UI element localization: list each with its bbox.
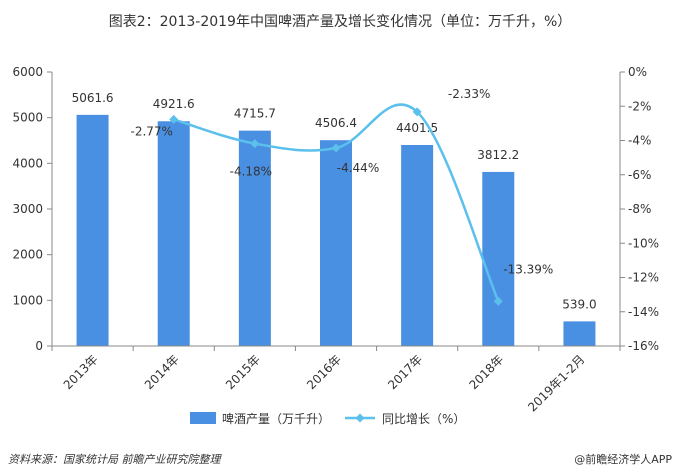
right-tick-label: 0%: [628, 65, 647, 79]
line-point: [250, 139, 260, 149]
bar: [157, 121, 190, 346]
left-tick-label: 4000: [12, 156, 43, 170]
bar-data-label: 4506.4: [315, 116, 357, 130]
right-tick-label: -14%: [628, 305, 659, 319]
bar-data-label: 539.0: [562, 297, 596, 311]
legend-bar-label: 啤酒产量（万千升）: [222, 411, 330, 426]
line-data-label: -4.18%: [230, 165, 272, 179]
bar-data-label: 5061.6: [72, 91, 114, 105]
left-tick-label: 6000: [12, 65, 43, 79]
bar-data-label: 4921.6: [153, 97, 195, 111]
line-point: [412, 107, 422, 117]
right-axis: 0% -2% -4% -6% -8% -10% -12% -14% -16%: [619, 65, 659, 353]
left-tick-label: 5000: [12, 111, 43, 125]
left-tick-label: 1000: [12, 293, 43, 307]
right-tick-label: -6%: [628, 168, 651, 182]
line-point: [493, 296, 503, 306]
legend-line-label: 同比增长（%）: [382, 412, 465, 426]
line-data-label: -2.33%: [448, 87, 490, 101]
legend-line-marker: [355, 413, 365, 423]
bar-data-label: 3812.2: [477, 148, 519, 162]
bar: [320, 140, 352, 346]
growth-line: [173, 103, 500, 302]
right-tick-label: -16%: [628, 339, 659, 353]
bar: [563, 321, 596, 346]
x-tick-label: 2018年: [466, 352, 506, 392]
left-tick-label: 0: [35, 339, 43, 353]
line-data-label: -4.44%: [337, 161, 379, 175]
bar: [76, 114, 109, 346]
x-tick-label: 2014年: [142, 352, 182, 392]
right-tick-label: -12%: [628, 271, 659, 285]
legend: 啤酒产量（万千升） 同比增长（%）: [190, 411, 465, 426]
bar: [238, 130, 271, 346]
line-point: [169, 114, 179, 124]
brand-credit: @前瞻经济学人APP: [574, 452, 672, 466]
left-tick-label: 3000: [12, 202, 43, 216]
line-point: [331, 143, 341, 153]
line-data-label: -2.77%: [130, 124, 172, 138]
left-axis: 0 1000 2000 3000 4000 5000 6000: [12, 65, 53, 353]
x-tick-label: 2019年1-2月: [525, 352, 587, 414]
legend-bar-swatch: [190, 412, 216, 424]
x-axis: 2013年 2014年 2015年 2016年 2017年 2018年 2019年1-2月: [51, 345, 621, 415]
line-series: -2.77% -4.18% -4.44% -2.33% -13.39%: [130, 87, 553, 306]
line-data-label: -13.39%: [503, 262, 553, 276]
bar-data-label: 4715.7: [234, 107, 276, 121]
x-tick-label: 2015年: [223, 352, 263, 392]
bar: [401, 144, 434, 346]
x-tick-label: 2013年: [61, 352, 101, 392]
x-tick-label: 2017年: [385, 352, 425, 392]
right-tick-label: -2%: [628, 99, 651, 113]
right-tick-label: -4%: [628, 134, 651, 148]
source-note: 资料来源：国家统计局 前瞻产业研究院整理: [8, 453, 222, 466]
x-tick-label: 2016年: [304, 352, 344, 392]
chart-title: 图表2：2013-2019年中国啤酒产量及增长变化情况（单位：万千升，%）: [109, 14, 572, 30]
right-tick-label: -10%: [628, 236, 659, 250]
bar: [482, 171, 515, 346]
right-tick-label: -8%: [628, 202, 651, 216]
left-tick-label: 2000: [12, 248, 43, 262]
